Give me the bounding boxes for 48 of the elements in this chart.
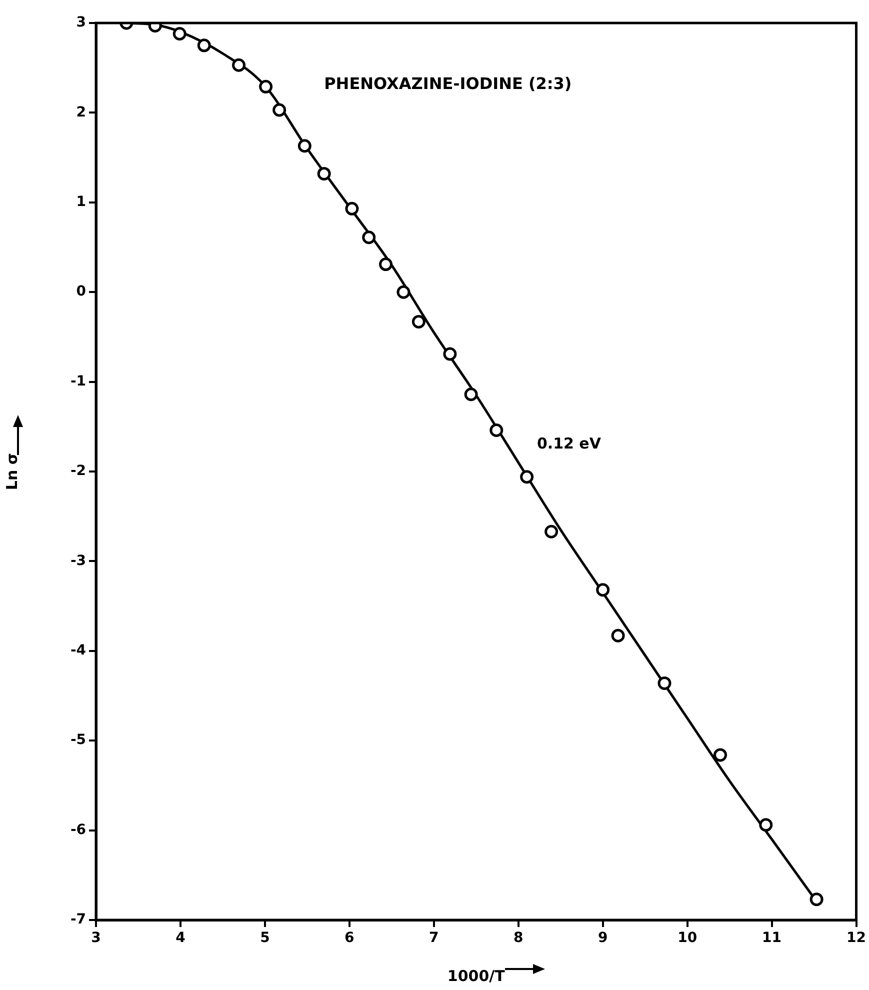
point bbox=[464, 388, 478, 402]
y-tick-label: -4 bbox=[70, 642, 86, 659]
point bbox=[759, 818, 773, 832]
point bbox=[272, 103, 286, 117]
point bbox=[810, 892, 824, 906]
y-tick-label: -7 bbox=[70, 912, 86, 928]
point bbox=[658, 676, 672, 690]
y-tick-label: -3 bbox=[70, 552, 86, 569]
y-axis-title: Ln σ bbox=[2, 452, 21, 490]
point bbox=[378, 258, 392, 272]
point bbox=[490, 423, 504, 437]
x-tick-label: 7 bbox=[429, 930, 439, 946]
x-tick-label: 11 bbox=[762, 930, 782, 946]
x-tick-label: 6 bbox=[344, 930, 354, 946]
point bbox=[544, 524, 558, 538]
x-axis-title: 1000/T bbox=[447, 966, 506, 985]
point bbox=[317, 166, 331, 180]
point bbox=[232, 58, 246, 72]
x-tick-label: 4 bbox=[176, 930, 186, 946]
y-tick-label: -6 bbox=[70, 822, 86, 838]
point bbox=[259, 80, 273, 94]
point bbox=[596, 583, 610, 597]
point bbox=[362, 230, 376, 244]
y-tick-label: -1 bbox=[70, 373, 86, 390]
text: PHENOXAZINE-IODINE (2:3) bbox=[324, 74, 572, 94]
y-tick-label: -5 bbox=[70, 732, 86, 748]
point bbox=[412, 314, 426, 328]
point bbox=[298, 139, 312, 153]
point bbox=[345, 202, 359, 216]
x-tick-label: 10 bbox=[678, 930, 698, 946]
y-tick-label: -2 bbox=[70, 463, 86, 480]
point bbox=[714, 748, 728, 762]
point bbox=[611, 628, 625, 642]
point bbox=[396, 285, 410, 299]
annotation: 0.12 eV bbox=[536, 434, 602, 452]
x-tick-label: 3 bbox=[91, 930, 101, 946]
point bbox=[443, 347, 457, 361]
y-tick-label: 1 bbox=[76, 194, 86, 210]
x-tick-label: 9 bbox=[598, 930, 608, 946]
y-tick-label: 0 bbox=[76, 284, 86, 300]
x-tick-label: 8 bbox=[513, 930, 524, 946]
x-tick-label: 5 bbox=[260, 930, 270, 946]
y-tick-label: 2 bbox=[76, 104, 86, 120]
point bbox=[520, 470, 534, 484]
x-tick-label: 12 bbox=[846, 930, 866, 946]
point bbox=[172, 27, 186, 41]
y-tick-label: 3 bbox=[76, 14, 86, 31]
point bbox=[197, 38, 211, 52]
